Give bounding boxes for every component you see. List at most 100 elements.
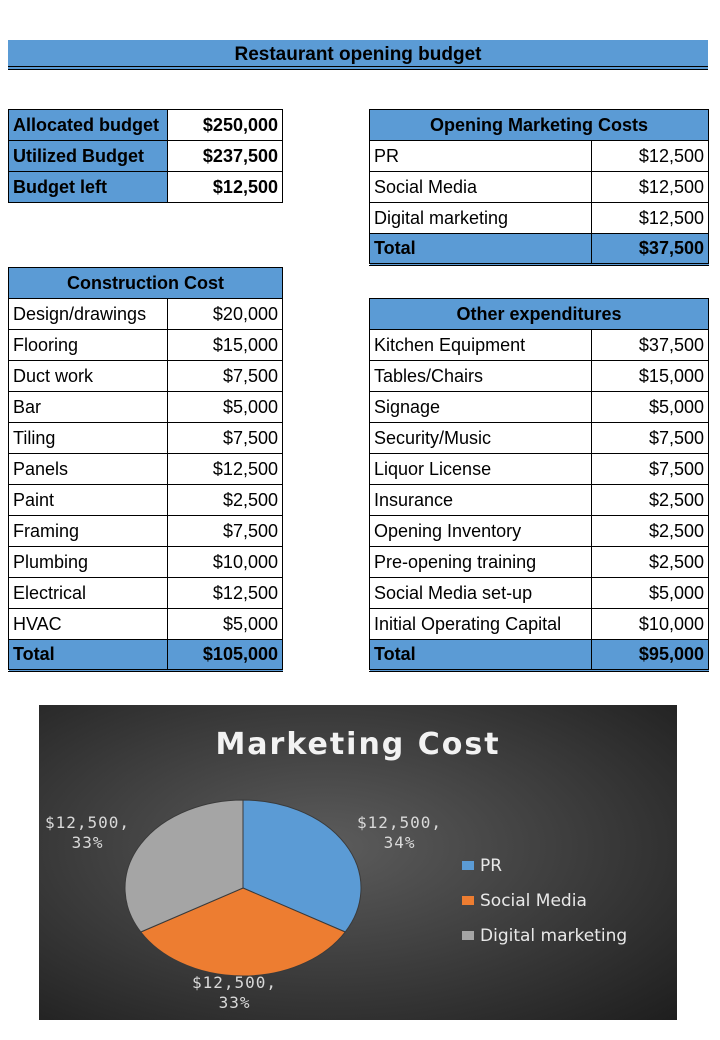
other-expenditures-table: Other expenditures Kitchen Equipment $37,…	[369, 298, 709, 672]
total-label: Total	[369, 639, 592, 672]
budget-value: $12,500	[167, 171, 283, 203]
table-row: Tables/Chairs $15,000	[369, 360, 709, 392]
row-value: $10,000	[591, 608, 709, 640]
other-header: Other expenditures	[369, 298, 709, 330]
table-row: Liquor License $7,500	[369, 453, 709, 485]
row-label: Initial Operating Capital	[369, 608, 592, 640]
row-value: $12,500	[167, 453, 283, 485]
total-row: Total $105,000	[8, 639, 283, 672]
row-value: $7,500	[167, 360, 283, 392]
total-row: Total $37,500	[369, 233, 709, 266]
row-label: Tables/Chairs	[369, 360, 592, 392]
table-row: Opening Inventory $2,500	[369, 515, 709, 547]
table-row: Allocated budget $250,000	[8, 109, 283, 141]
row-label: Insurance	[369, 484, 592, 516]
legend-label: PR	[480, 855, 503, 876]
row-label: Flooring	[8, 329, 168, 361]
row-label: Duct work	[8, 360, 168, 392]
row-label: Security/Music	[369, 422, 592, 454]
row-label: Liquor License	[369, 453, 592, 485]
table-row: Electrical $12,500	[8, 577, 283, 609]
row-value: $7,500	[167, 515, 283, 547]
table-row: Signage $5,000	[369, 391, 709, 423]
row-value: $15,000	[591, 360, 709, 392]
row-label: Tiling	[8, 422, 168, 454]
chart-legend: PR Social Media Digital marketing	[462, 848, 627, 953]
row-value: $2,500	[167, 484, 283, 516]
table-row: Kitchen Equipment $37,500	[369, 329, 709, 361]
table-row: HVAC $5,000	[8, 608, 283, 640]
row-label: Pre-opening training	[369, 546, 592, 578]
row-value: $20,000	[167, 298, 283, 330]
marketing-cost-table: Opening Marketing Costs PR $12,500 Social…	[369, 109, 709, 266]
total-value: $37,500	[591, 233, 709, 266]
row-value: $2,500	[591, 484, 709, 516]
row-label: Plumbing	[8, 546, 168, 578]
total-value: $105,000	[167, 639, 283, 672]
row-value: $7,500	[167, 422, 283, 454]
row-value: $37,500	[591, 329, 709, 361]
budget-value: $237,500	[167, 140, 283, 172]
legend-item-digital-marketing: Digital marketing	[462, 918, 627, 953]
row-value: $12,500	[167, 577, 283, 609]
row-label: Social Media set-up	[369, 577, 592, 609]
row-label: Signage	[369, 391, 592, 423]
table-row: Design/drawings $20,000	[8, 298, 283, 330]
data-label-percent: 33%	[218, 993, 251, 1012]
table-row: Tiling $7,500	[8, 422, 283, 454]
total-value: $95,000	[591, 639, 709, 672]
table-row: Framing $7,500	[8, 515, 283, 547]
budget-label: Budget left	[8, 171, 168, 203]
construction-cost-table: Construction Cost Design/drawings $20,000…	[8, 267, 283, 672]
row-label: Paint	[8, 484, 168, 516]
table-row: Social Media set-up $5,000	[369, 577, 709, 609]
row-label: Social Media	[369, 171, 592, 203]
row-label: PR	[369, 140, 592, 172]
row-label: HVAC	[8, 608, 168, 640]
data-label-value: $12,500,	[357, 813, 443, 832]
slice-social-media	[140, 887, 346, 977]
row-value: $12,500	[591, 171, 709, 203]
table-row: Bar $5,000	[8, 391, 283, 423]
legend-swatch	[462, 896, 474, 905]
row-value: $5,000	[167, 608, 283, 640]
marketing-cost-chart: Marketing Cost PR Social Media Digital m…	[39, 705, 677, 1020]
row-value: $7,500	[591, 453, 709, 485]
table-row: Initial Operating Capital $10,000	[369, 608, 709, 640]
row-value: $10,000	[167, 546, 283, 578]
budget-label: Utilized Budget	[8, 140, 168, 172]
table-row: Budget left $12,500	[8, 171, 283, 203]
row-label: Digital marketing	[369, 202, 592, 234]
row-value: $5,000	[167, 391, 283, 423]
row-label: Electrical	[8, 577, 168, 609]
budget-value: $250,000	[167, 109, 283, 141]
data-label-pr: $12,500, 34%	[357, 813, 442, 853]
table-row: Plumbing $10,000	[8, 546, 283, 578]
row-value: $12,500	[591, 202, 709, 234]
slice-digital-marketing	[124, 799, 244, 933]
row-value: $7,500	[591, 422, 709, 454]
total-label: Total	[369, 233, 592, 266]
row-value: $5,000	[591, 577, 709, 609]
data-label-digital-marketing: $12,500, 33%	[45, 813, 130, 853]
row-label: Design/drawings	[8, 298, 168, 330]
row-label: Kitchen Equipment	[369, 329, 592, 361]
table-row: Panels $12,500	[8, 453, 283, 485]
legend-item-social-media: Social Media	[462, 883, 627, 918]
sheet-title: Restaurant opening budget	[8, 40, 708, 70]
table-row: Security/Music $7,500	[369, 422, 709, 454]
table-row: Insurance $2,500	[369, 484, 709, 516]
table-row: PR $12,500	[369, 140, 709, 172]
row-value: $2,500	[591, 515, 709, 547]
legend-item-pr: PR	[462, 848, 627, 883]
budget-label: Allocated budget	[8, 109, 168, 141]
slice-pr	[242, 799, 362, 933]
table-row: Duct work $7,500	[8, 360, 283, 392]
row-value: $15,000	[167, 329, 283, 361]
table-row: Paint $2,500	[8, 484, 283, 516]
construction-header: Construction Cost	[8, 267, 283, 299]
data-label-value: $12,500,	[192, 973, 278, 992]
budget-summary-table: Allocated budget $250,000 Utilized Budge…	[8, 109, 283, 203]
table-row: Flooring $15,000	[8, 329, 283, 361]
total-label: Total	[8, 639, 168, 672]
